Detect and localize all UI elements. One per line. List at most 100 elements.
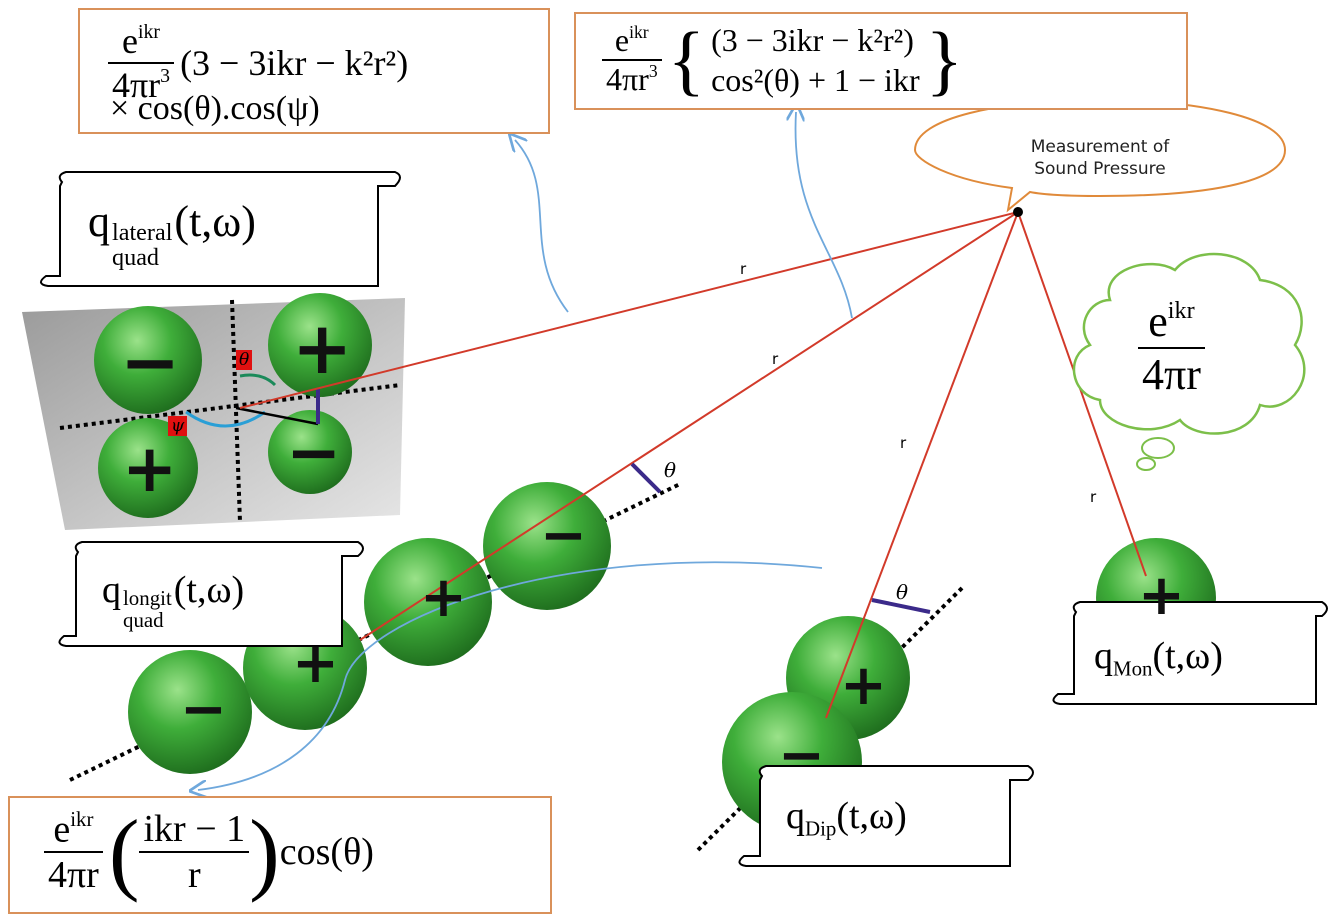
scroll-longit — [58, 541, 364, 647]
sign-dipole-minus: − — [778, 723, 825, 788]
formula-box-dipole: eikr 4πr ( ikr − 1 r ) cos(θ) — [8, 796, 552, 914]
arrow-dipole-formula — [198, 561, 823, 790]
scroll-lateral-args: (t,ω) — [174, 197, 256, 246]
measurement-point — [1013, 207, 1023, 217]
ray-to-monopole — [1017, 211, 1147, 577]
formula-lateral-den: 4πr — [112, 65, 161, 105]
scroll-monopole — [1052, 601, 1328, 705]
formula-monopole-num: e — [1148, 297, 1168, 346]
scroll-monopole-q: q — [1094, 635, 1113, 677]
scroll-longit-args: (t,ω) — [173, 569, 245, 611]
sign-minus-br: − — [286, 414, 342, 491]
measurement-bubble — [913, 98, 1287, 213]
ray-to-lateral — [239, 211, 1019, 409]
sign-minus-tl: − — [120, 320, 181, 404]
formula-longit-line2: cos²(θ) + 1 − ikr — [711, 62, 920, 98]
longit-sphere-4 — [483, 482, 611, 610]
cloud-puff-2 — [1136, 457, 1156, 471]
formula-longit-num: e — [614, 22, 630, 58]
panel-axis-horizontal — [59, 383, 401, 430]
scroll-label-longit: q longit quad (t,ω) — [102, 568, 244, 632]
scroll-dipole — [738, 765, 1034, 867]
scroll-lateral-q: q — [88, 197, 110, 246]
formula-dipole-inner-num: ikr − 1 — [143, 808, 246, 850]
longit-sphere-3 — [364, 538, 492, 666]
sign-dipole-plus: + — [840, 653, 887, 718]
scroll-lateral — [40, 171, 401, 287]
formula-dipole-inner-den: r — [187, 854, 201, 896]
theta-marker-longit — [630, 462, 662, 494]
scroll-lateral-sub: quad — [112, 244, 160, 272]
scroll-monopole-sub: Mon — [1113, 656, 1153, 681]
formula-longit-fraction: eikr 4πr3 — [602, 22, 662, 98]
formula-lateral-den-sup: 3 — [160, 65, 171, 88]
formula-monopole-num-sup: ikr — [1167, 296, 1195, 324]
formula-monopole-cloud: eikr 4πr — [1138, 296, 1205, 400]
scroll-label-monopole: qMon(t,ω) — [1094, 634, 1223, 681]
formula-box-longit: eikr 4πr3 { (3 − 3ikr − k²r²) cos²(θ) + … — [574, 12, 1188, 110]
formula-dipole-tail: cos(θ) — [279, 831, 374, 873]
theta-arc-lateral — [239, 373, 277, 387]
formula-lateral-num-sup: ikr — [138, 21, 161, 44]
panel-sphere-plus-tr — [268, 293, 372, 397]
scroll-dipole-args: (t,ω) — [836, 795, 907, 837]
longit-sphere-1 — [128, 650, 252, 774]
sign-monopole-plus: + — [1138, 563, 1185, 628]
sign-plus-tr: + — [292, 306, 353, 390]
scroll-longit-sub: quad — [123, 608, 164, 633]
formula-longit-line1: (3 − 3ikr − k²r²) — [711, 22, 914, 58]
formula-lateral-num: e — [122, 21, 139, 61]
formula-lateral-paren: (3 − 3ikr − k²r²) — [180, 43, 409, 83]
sign-longit-4: − — [540, 503, 587, 568]
sign-longit-3: + — [420, 565, 467, 630]
r-label-longit: r — [772, 350, 779, 368]
scroll-dipole-q: q — [786, 795, 805, 837]
sign-longit-2: + — [292, 631, 339, 696]
panel-sphere-plus-bl — [98, 418, 198, 518]
ray-to-dipole — [825, 211, 1019, 719]
scroll-label-dipole: qDip(t,ω) — [786, 794, 907, 841]
scroll-label-lateral: q lateral quad (t,ω) — [88, 196, 256, 270]
measurement-callout: Measurement of Sound Pressure — [950, 136, 1250, 180]
cloud-puff-1 — [1141, 437, 1175, 459]
formula-dipole-den: 4πr — [48, 854, 99, 897]
theta-label-dipole: θ — [896, 580, 909, 604]
formula-box-lateral: eikr 4πr3 (3 − 3ikr − k²r²) × cos(θ).cos… — [78, 8, 550, 134]
panel-sphere-minus-tl — [94, 306, 202, 414]
scroll-longit-q: q — [102, 569, 121, 611]
panel-axis-vertical — [230, 299, 242, 523]
formula-dipole-inner-fraction: ikr − 1 r — [139, 807, 250, 897]
monopole-cloud — [1072, 252, 1306, 435]
arrow-lateral-formula — [515, 140, 569, 313]
scroll-monopole-args: (t,ω) — [1152, 635, 1223, 677]
formula-dipole-fraction: eikr 4πr — [44, 807, 103, 898]
panel-radius-line — [235, 406, 319, 426]
formula-longit-brace-left: { — [667, 16, 706, 103]
scroll-dipole-sub: Dip — [805, 816, 837, 841]
formula-dipole-paren-left: ( — [108, 801, 140, 903]
formula-dipole-num: e — [53, 808, 71, 851]
panel-sphere-minus-br — [268, 410, 352, 494]
scroll-longit-sup: longit — [123, 586, 172, 611]
callout-line-2: Sound Pressure — [1034, 159, 1166, 180]
formula-longit-num-sup: ikr — [629, 21, 649, 42]
arrow-longit-formula — [796, 112, 853, 319]
formula-dipole-paren-right: ) — [249, 801, 280, 903]
formula-lateral-fraction: eikr 4πr3 — [108, 20, 175, 106]
formula-dipole-num-sup: ikr — [70, 806, 94, 831]
formula-monopole-den: 4πr — [1142, 350, 1201, 399]
theta-tag-lateral: θ — [236, 350, 253, 370]
r-label-lateral: r — [740, 260, 747, 278]
formula-longit-stack: (3 − 3ikr − k²r²) cos²(θ) + 1 − ikr — [711, 20, 920, 100]
formula-longit-den: 4πr — [606, 61, 649, 98]
ray-to-longit — [359, 211, 1019, 641]
theta-label-longit: θ — [664, 458, 677, 482]
scroll-lateral-sup: lateral — [112, 218, 173, 246]
formula-lateral-line2: × cos(θ).cos(ψ) — [110, 90, 320, 127]
sign-plus-bl: + — [122, 430, 178, 507]
formula-longit-den-sup: 3 — [648, 61, 658, 81]
formula-longit-brace-right: } — [925, 16, 964, 103]
r-label-dipole: r — [900, 434, 907, 452]
psi-tag-lateral: ψ — [168, 416, 188, 436]
